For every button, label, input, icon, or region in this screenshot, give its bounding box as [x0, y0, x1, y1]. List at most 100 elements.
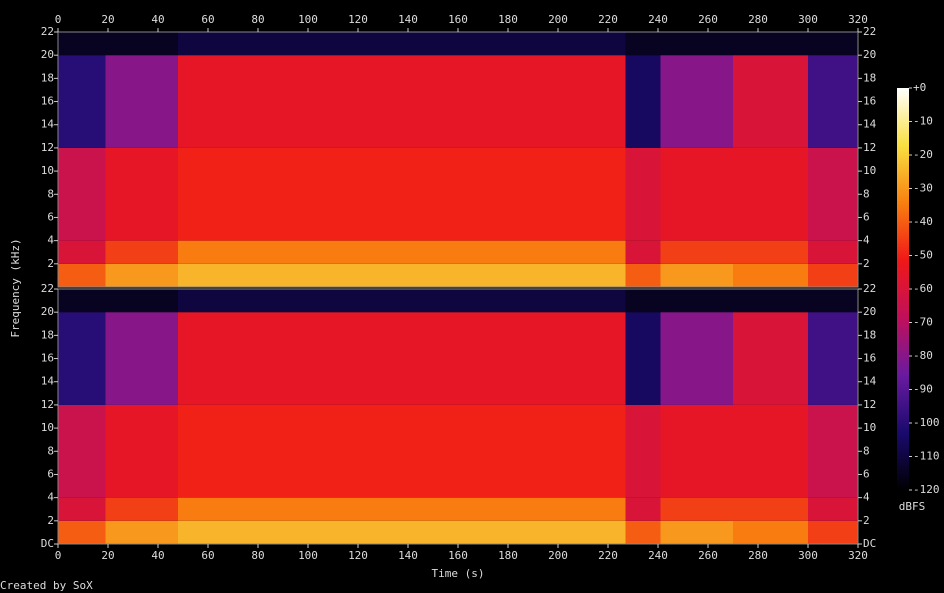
heat-cell: [178, 404, 626, 498]
heat-cell: [733, 240, 808, 264]
heat-cell: [178, 497, 626, 521]
x-tick-label: 20: [101, 13, 114, 26]
colorbar-tick-label: -100: [913, 416, 940, 429]
heat-cell: [178, 289, 626, 313]
heat-cell: [808, 404, 858, 498]
x-tick-label: 140: [398, 13, 418, 26]
y-tick-label: 14: [41, 375, 55, 388]
heat-cell: [625, 312, 661, 405]
x-tick-label: 320: [848, 549, 868, 562]
heat-cell: [178, 55, 626, 148]
heat-cell: [105, 55, 178, 148]
y-tick-label: 18: [863, 71, 876, 84]
y-tick-label: 6: [863, 467, 870, 480]
heat-cell: [733, 55, 808, 148]
y-tick-label: 4: [863, 491, 870, 504]
x-tick-label: 160: [448, 549, 468, 562]
y-tick-label: 22: [863, 282, 876, 295]
x-tick-label: 280: [748, 13, 768, 26]
heat-cell: [660, 240, 733, 264]
heat-cell: [105, 240, 178, 264]
heat-cell: [660, 312, 733, 405]
heat-cell: [105, 32, 178, 56]
y-tick-label: 8: [47, 444, 54, 457]
heat-cell: [105, 312, 178, 405]
y-tick-label: 16: [41, 352, 54, 365]
y-tick-label: 12: [863, 141, 876, 154]
y-tick-label: 20: [863, 305, 876, 318]
y-tick-label: 20: [863, 48, 876, 61]
heat-cell: [625, 404, 661, 498]
colorbar-tick-label: +0: [913, 81, 926, 94]
heat-cell: [808, 289, 858, 313]
colorbar-tick-label: -10: [913, 115, 933, 128]
x-tick-label: 260: [698, 549, 718, 562]
heat-cell: [808, 240, 858, 264]
heat-cell: [105, 497, 178, 521]
x-tick-label: 180: [498, 13, 518, 26]
heat-cell: [625, 55, 661, 148]
y-tick-label: 2: [47, 257, 54, 270]
x-tick-label: 320: [848, 13, 868, 26]
heat-cell: [105, 147, 178, 241]
colorbar-tick-label: -120: [913, 483, 940, 496]
heat-cell: [178, 32, 626, 56]
colorbar-tick-label: -20: [913, 148, 933, 161]
y-tick-label: 12: [41, 398, 54, 411]
y-tick-label: 20: [41, 48, 54, 61]
heat-cell: [178, 240, 626, 264]
heat-cell: [808, 520, 858, 544]
heat-cell: [660, 289, 733, 313]
heat-cell: [105, 263, 178, 287]
y-tick-label: 2: [863, 514, 870, 527]
y-axis-label: Frequency (kHz): [9, 238, 22, 337]
heat-cell: [660, 147, 733, 241]
y-tick-label: 22: [41, 25, 54, 38]
heat-cell: [178, 147, 626, 241]
heat-cell: [178, 520, 626, 544]
y-tick-label: 22: [41, 282, 54, 295]
y-tick-label: 14: [863, 375, 877, 388]
x-tick-label: 140: [398, 549, 418, 562]
y-tick-label: 10: [863, 164, 876, 177]
heat-cell: [58, 55, 106, 148]
x-tick-label: 0: [55, 549, 62, 562]
x-tick-label: 180: [498, 549, 518, 562]
footer: Created by SoX: [0, 579, 93, 592]
y-tick-label: 6: [47, 467, 54, 480]
heat-cell: [733, 497, 808, 521]
y-tick-label: 14: [863, 118, 877, 131]
y-tick-label: 16: [863, 95, 876, 108]
heat-cell: [105, 289, 178, 313]
x-tick-label: 240: [648, 549, 668, 562]
y-tick-label: 20: [41, 305, 54, 318]
heat-cell: [105, 520, 178, 544]
x-tick-label: 220: [598, 13, 618, 26]
heat-cell: [625, 32, 661, 56]
heat-cell: [625, 520, 661, 544]
y-tick-label: 2: [863, 257, 870, 270]
heat-cell: [733, 147, 808, 241]
x-tick-label: 100: [298, 13, 318, 26]
y-tick-label: 6: [863, 210, 870, 223]
y-tick-label: 4: [47, 491, 54, 504]
heat-cell: [625, 263, 661, 287]
x-tick-label: 300: [798, 13, 818, 26]
heat-cell: [58, 520, 106, 544]
y-tick-label: 10: [863, 421, 876, 434]
x-axis-label: Time (s): [432, 567, 485, 580]
heat-cell: [660, 32, 733, 56]
y-tick-label: 12: [41, 141, 54, 154]
heat-cell: [733, 263, 808, 287]
heat-cell: [58, 312, 106, 405]
heat-cell: [660, 520, 733, 544]
heat-cell: [808, 497, 858, 521]
x-tick-label: 200: [548, 549, 568, 562]
heat-cell: [733, 289, 808, 313]
colorbar-tick-label: -30: [913, 182, 933, 195]
heat-cell: [625, 289, 661, 313]
heat-cell: [58, 32, 106, 56]
colorbar-tick-label: -90: [913, 383, 933, 396]
x-tick-label: 240: [648, 13, 668, 26]
x-tick-label: 120: [348, 13, 368, 26]
